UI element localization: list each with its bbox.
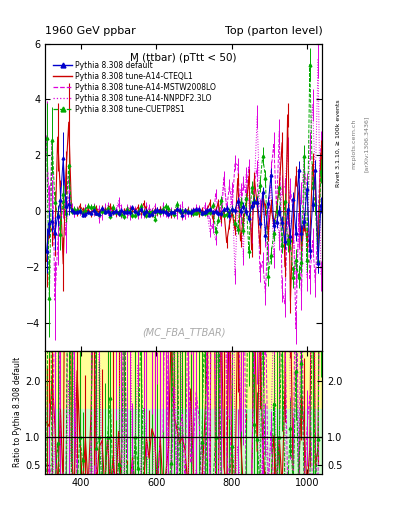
Text: Top (parton level): Top (parton level): [224, 26, 322, 36]
Text: 1960 GeV ppbar: 1960 GeV ppbar: [45, 26, 136, 36]
Text: [arXiv:1306.3436]: [arXiv:1306.3436]: [364, 115, 369, 172]
Legend: Pythia 8.308 default, Pythia 8.308 tune-A14-CTEQL1, Pythia 8.308 tune-A14-MSTW20: Pythia 8.308 default, Pythia 8.308 tune-…: [52, 59, 218, 115]
Y-axis label: Ratio to Pythia 8.308 default: Ratio to Pythia 8.308 default: [13, 357, 22, 467]
Text: mcplots.cern.ch: mcplots.cern.ch: [352, 118, 357, 168]
Text: (MC_FBA_TTBAR): (MC_FBA_TTBAR): [142, 328, 226, 338]
Text: M (ttbar) (pTtt < 50): M (ttbar) (pTtt < 50): [130, 53, 237, 63]
Text: Rivet 3.1.10, ≥ 100k events: Rivet 3.1.10, ≥ 100k events: [336, 99, 341, 187]
